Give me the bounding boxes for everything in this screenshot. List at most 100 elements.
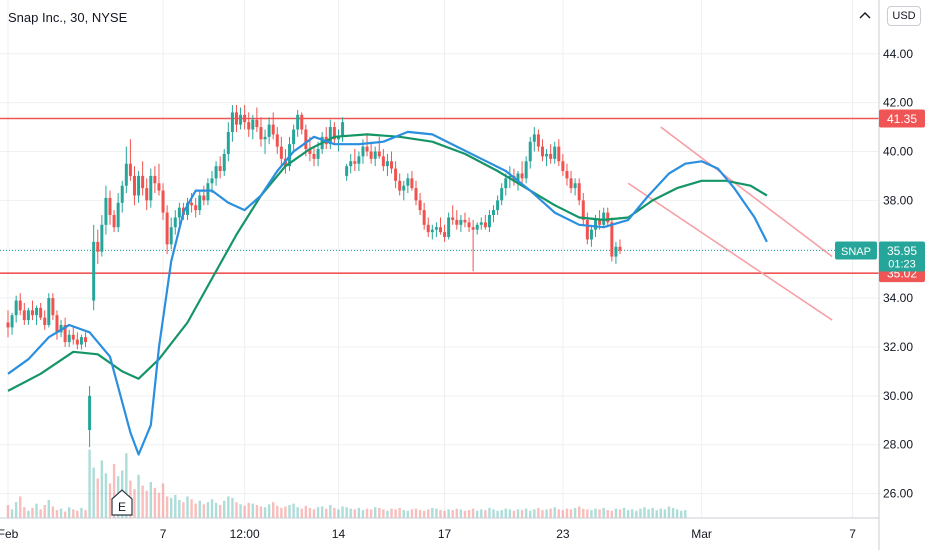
time-axis[interactable]: Feb 7 12:00 14 17 23 Mar 7 <box>0 517 879 541</box>
volume-bar <box>365 508 369 518</box>
candle <box>251 114 255 140</box>
volume-bar <box>667 506 671 518</box>
collapse-icon[interactable] <box>854 7 876 25</box>
candle <box>26 307 30 325</box>
volume-bar <box>394 509 397 518</box>
volume-bar <box>488 507 491 518</box>
candle <box>186 197 190 220</box>
volume-bar <box>170 497 173 518</box>
volume-bar <box>84 510 87 518</box>
candle <box>536 129 540 152</box>
volume-bar <box>276 505 279 518</box>
channel-trendlines[interactable] <box>627 126 833 321</box>
volume-bar <box>247 502 250 518</box>
candle <box>540 139 544 162</box>
candle <box>271 112 275 140</box>
volume-bar <box>578 506 581 518</box>
candle <box>145 178 149 211</box>
candle <box>39 302 43 321</box>
volume-bar <box>586 509 589 518</box>
volume-bar <box>508 509 512 518</box>
volume-bar <box>369 509 373 518</box>
volume-bar <box>284 506 287 518</box>
symbol-badge-label: SNAP <box>841 246 871 258</box>
channel-line-1[interactable] <box>627 182 833 321</box>
volume-bar <box>288 505 291 518</box>
moving-average-fast <box>7 130 768 456</box>
volume-bar <box>59 508 63 518</box>
volume-bar <box>51 506 55 518</box>
moving-average-slow <box>7 133 768 392</box>
volume-bar <box>333 507 336 518</box>
volume-bar <box>614 508 618 518</box>
candle <box>545 149 549 167</box>
candle <box>589 224 593 247</box>
candle <box>63 317 67 347</box>
volume-bar <box>300 508 303 518</box>
volume-bar <box>243 505 246 518</box>
candle <box>577 178 581 206</box>
time-tick-label: 7 <box>849 527 856 541</box>
candle <box>430 224 434 240</box>
volume-bar <box>545 509 548 518</box>
candle <box>104 185 108 235</box>
candle <box>124 146 128 194</box>
volume-bar <box>414 508 418 518</box>
candle <box>483 215 487 230</box>
candle <box>341 117 345 142</box>
candle <box>353 149 357 172</box>
candle <box>243 105 247 130</box>
candle <box>194 197 198 218</box>
candle <box>259 117 263 147</box>
symbol-legend[interactable]: Snap Inc., 30, NYSE <box>8 10 127 25</box>
volume-bar <box>557 509 560 518</box>
candle <box>520 161 524 184</box>
candle <box>471 219 475 272</box>
volume-bar <box>610 510 614 518</box>
candle <box>267 117 271 145</box>
volume-bar <box>141 485 144 518</box>
time-tick-label: 17 <box>438 527 452 541</box>
candle <box>51 293 55 321</box>
volume-bar <box>471 508 475 518</box>
volume-bar <box>382 509 385 518</box>
volume-bar <box>251 503 254 518</box>
candle <box>394 161 398 189</box>
earnings-marker[interactable]: E <box>111 489 133 516</box>
volume-bar <box>165 496 169 518</box>
volume-bar <box>14 502 18 518</box>
candle <box>30 300 34 321</box>
currency-button[interactable]: USD <box>887 6 921 26</box>
candle <box>108 190 112 225</box>
volume-bar <box>223 500 226 518</box>
volume-bar <box>182 502 185 518</box>
price-tick-label: 44.00 <box>883 47 913 61</box>
volume-bar <box>386 510 389 518</box>
volume-bar <box>145 490 148 518</box>
volume-bar <box>63 511 67 518</box>
candle <box>336 129 340 152</box>
earnings-markers[interactable]: E <box>111 489 133 516</box>
price-tick-label: 34.00 <box>883 291 913 305</box>
candle <box>92 224 96 311</box>
candle <box>532 127 536 152</box>
price-tick-label: 42.00 <box>883 96 913 110</box>
volume-bar <box>439 510 442 518</box>
volume-bar <box>80 507 83 518</box>
channel-line-0[interactable] <box>660 126 833 258</box>
horizontal-levels[interactable] <box>0 117 879 274</box>
candle <box>573 178 577 196</box>
volume-bar <box>108 483 112 518</box>
volume-bar <box>296 507 299 518</box>
candle <box>569 171 573 194</box>
volume-bar <box>161 483 165 518</box>
volume-bar <box>353 509 356 518</box>
volume-bar <box>137 474 140 518</box>
candle <box>377 136 381 159</box>
volume-bar <box>149 482 152 518</box>
volume-bar <box>88 449 91 518</box>
candle <box>292 124 296 152</box>
volume-bar <box>402 510 405 518</box>
volume-bar <box>337 509 340 518</box>
